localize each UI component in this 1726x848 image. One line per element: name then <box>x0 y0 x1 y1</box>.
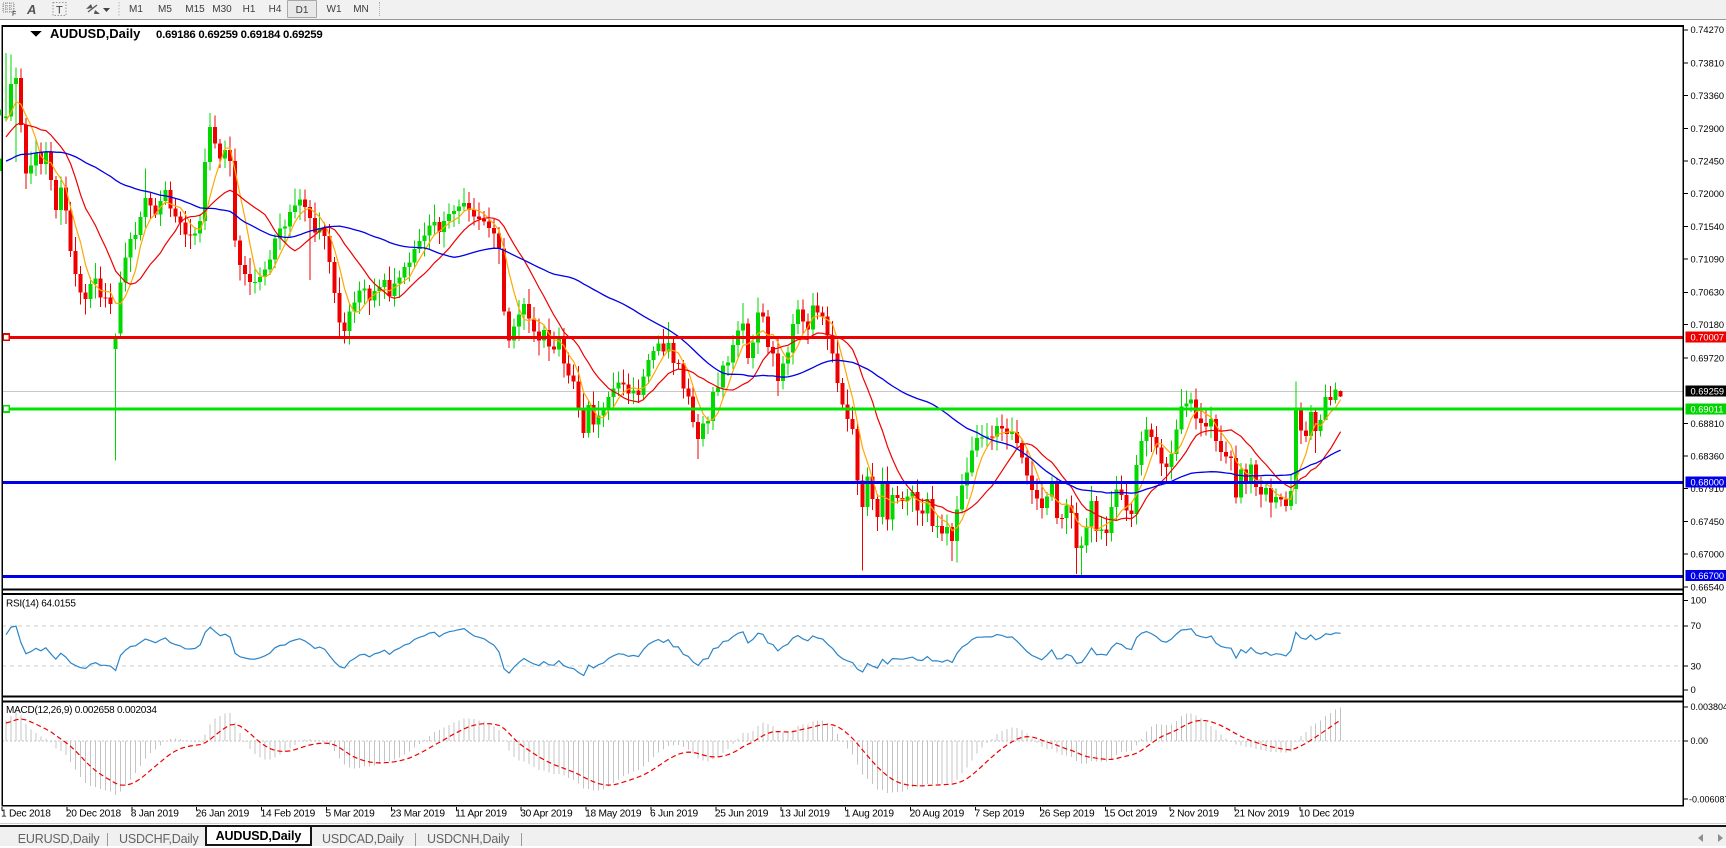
svg-text:30 Apr 2019: 30 Apr 2019 <box>520 809 573 820</box>
svg-text:0.69011: 0.69011 <box>1691 404 1724 414</box>
svg-text:2 Nov 2019: 2 Nov 2019 <box>1169 809 1219 820</box>
svg-text:0.72000: 0.72000 <box>1691 189 1725 199</box>
svg-text:0.67000: 0.67000 <box>1691 549 1725 559</box>
svg-text:0.73810: 0.73810 <box>1691 58 1725 68</box>
svg-text:20 Dec 2018: 20 Dec 2018 <box>66 809 122 820</box>
svg-text:26 Jan 2019: 26 Jan 2019 <box>196 809 250 820</box>
svg-text:70: 70 <box>1691 621 1702 632</box>
svg-text:20 Aug 2019: 20 Aug 2019 <box>910 809 965 820</box>
svg-text:0.69186 0.69259 0.69184 0.6925: 0.69186 0.69259 0.69184 0.69259 <box>156 29 322 41</box>
svg-text:7 Sep 2019: 7 Sep 2019 <box>975 809 1025 820</box>
svg-text:AUDUSD,Daily: AUDUSD,Daily <box>50 26 141 41</box>
svg-text:0.66700: 0.66700 <box>1691 571 1725 581</box>
svg-text:0.74270: 0.74270 <box>1691 25 1725 35</box>
svg-text:0.003804: 0.003804 <box>1691 702 1726 712</box>
svg-text:0.68810: 0.68810 <box>1691 419 1725 429</box>
svg-text:T: T <box>56 5 63 17</box>
svg-text:30: 30 <box>1691 662 1702 673</box>
svg-text:F: F <box>12 11 16 18</box>
svg-text:0.73360: 0.73360 <box>1691 91 1725 101</box>
svg-text:1 Aug 2019: 1 Aug 2019 <box>845 809 895 820</box>
svg-text:0.71090: 0.71090 <box>1691 255 1725 265</box>
svg-text:0.66540: 0.66540 <box>1691 583 1725 593</box>
svg-text:13 Jul 2019: 13 Jul 2019 <box>780 809 831 820</box>
svg-text:0.68360: 0.68360 <box>1691 451 1725 461</box>
svg-text:23 Mar 2019: 23 Mar 2019 <box>390 809 445 820</box>
svg-text:0.71540: 0.71540 <box>1691 222 1725 232</box>
svg-text:0.69720: 0.69720 <box>1691 353 1725 363</box>
svg-text:14 Feb 2019: 14 Feb 2019 <box>261 809 316 820</box>
svg-text:0: 0 <box>1691 685 1696 696</box>
svg-text:0.72450: 0.72450 <box>1691 157 1725 167</box>
svg-text:21 Nov 2019: 21 Nov 2019 <box>1234 809 1290 820</box>
svg-text:1 Dec 2018: 1 Dec 2018 <box>1 809 51 820</box>
svg-text:0.72900: 0.72900 <box>1691 124 1725 134</box>
svg-text:11 Apr 2019: 11 Apr 2019 <box>455 809 507 820</box>
svg-text:18 May 2019: 18 May 2019 <box>585 809 642 820</box>
svg-text:15 Oct 2019: 15 Oct 2019 <box>1104 809 1157 820</box>
svg-text:5 Mar 2019: 5 Mar 2019 <box>326 809 376 820</box>
svg-text:0.68000: 0.68000 <box>1691 477 1725 487</box>
svg-text:10 Dec 2019: 10 Dec 2019 <box>1299 809 1355 820</box>
svg-text:6 Jun 2019: 6 Jun 2019 <box>650 809 698 820</box>
svg-text:100: 100 <box>1691 596 1707 607</box>
svg-text:25 Jun 2019: 25 Jun 2019 <box>715 809 769 820</box>
svg-text:RSI(14) 64.0155: RSI(14) 64.0155 <box>6 599 76 610</box>
svg-text:26 Sep 2019: 26 Sep 2019 <box>1039 809 1095 820</box>
svg-text:0.69259: 0.69259 <box>1691 387 1725 397</box>
svg-text:0.70007: 0.70007 <box>1691 333 1725 343</box>
svg-text:0.00: 0.00 <box>1691 736 1709 746</box>
svg-text:-0.006087: -0.006087 <box>1689 794 1726 804</box>
svg-text:A: A <box>26 2 36 17</box>
svg-text:0.70180: 0.70180 <box>1691 320 1725 330</box>
svg-text:MACD(12,26,9) 0.002658 0.00203: MACD(12,26,9) 0.002658 0.002034 <box>6 705 157 716</box>
svg-text:0.70630: 0.70630 <box>1691 288 1725 298</box>
svg-text:0.67450: 0.67450 <box>1691 517 1725 527</box>
svg-text:8 Jan 2019: 8 Jan 2019 <box>131 809 179 820</box>
